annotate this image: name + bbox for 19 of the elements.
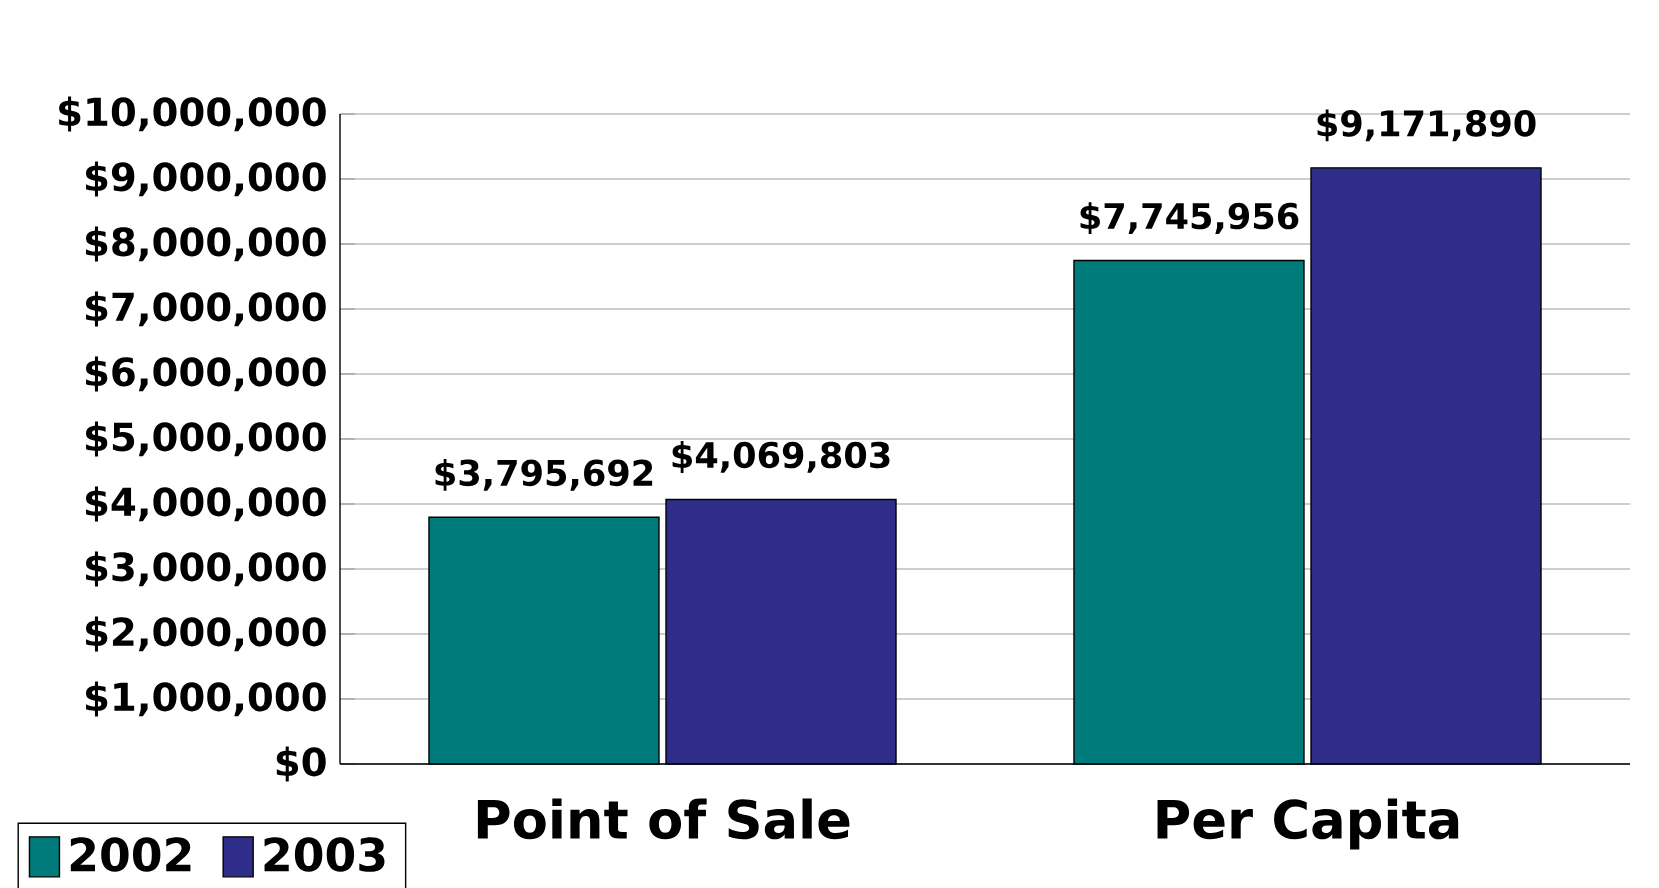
y-tick-label: $1,000,000 bbox=[86, 681, 326, 717]
y-tick-label: $0 bbox=[276, 746, 326, 782]
x-tick-label: Point of Sale bbox=[477, 798, 850, 840]
y-tick-label: $5,000,000 bbox=[86, 421, 326, 457]
legend-label: 2002 bbox=[70, 837, 191, 872]
y-tick-label: $3,000,000 bbox=[86, 551, 326, 587]
x-tick-label: Per Capita bbox=[1157, 798, 1459, 850]
y-tick-label: $10,000,000 bbox=[59, 96, 326, 132]
y-tick-label: $9,000,000 bbox=[86, 161, 326, 197]
y-tick-label: $6,000,000 bbox=[86, 356, 326, 392]
y-tick-label: $7,000,000 bbox=[86, 291, 326, 327]
y-tick-label: $2,000,000 bbox=[86, 616, 326, 652]
legend-label: 2003 bbox=[264, 837, 385, 872]
y-tick-label: $8,000,000 bbox=[86, 226, 326, 262]
y-tick-label: $4,000,000 bbox=[86, 486, 326, 522]
data-label: $3,795,692 bbox=[435, 458, 653, 491]
data-label: $9,171,890 bbox=[1317, 109, 1536, 142]
data-label: $7,745,956 bbox=[1080, 202, 1299, 235]
data-label: $4,069,803 bbox=[672, 441, 890, 473]
